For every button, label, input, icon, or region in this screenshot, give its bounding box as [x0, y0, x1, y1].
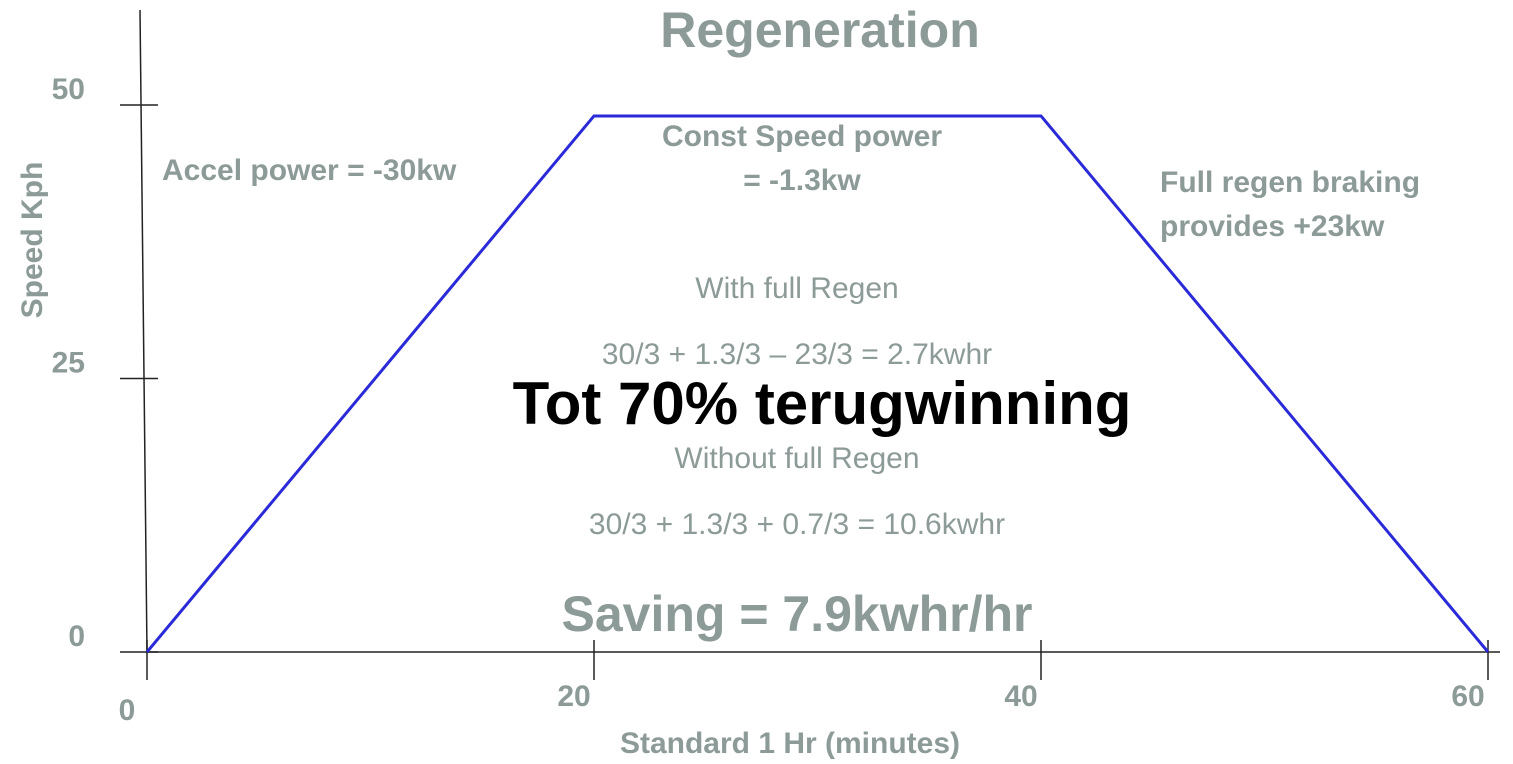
x-tick-label: 20 — [557, 680, 590, 713]
annotation: Saving = 7.9kwhr/hr — [561, 586, 1032, 642]
y-tick-label: 0 — [68, 620, 85, 653]
x-tick-label: 0 — [119, 694, 136, 727]
y-tick-label: 50 — [52, 73, 85, 106]
annotation: 30/3 + 1.3/3 – 23/3 = 2.7kwhr — [602, 338, 992, 371]
annotation: Full regen braking — [1160, 166, 1420, 199]
x-tick-label: 40 — [1004, 680, 1037, 713]
annotation: = -1.3kw — [743, 164, 861, 197]
annotation: provides +23kw — [1160, 210, 1385, 243]
annotation: 30/3 + 1.3/3 + 0.7/3 = 10.6kwhr — [589, 508, 1005, 541]
y-tick-label: 25 — [52, 346, 85, 379]
annotation: With full Regen — [695, 272, 898, 305]
line — [145, 114, 1490, 653]
x-tick-label: 60 — [1451, 680, 1484, 713]
annotation: Const Speed power — [662, 120, 942, 153]
chart-title: Regeneration — [660, 2, 980, 58]
y-axis-label: Speed Kph — [16, 162, 49, 319]
annotation: Tot 70% terugwinning — [513, 370, 1132, 437]
annotation: Accel power = -30kw — [162, 154, 457, 187]
annotation: Without full Regen — [674, 442, 919, 475]
x-axis-label: Standard 1 Hr (minutes) — [620, 727, 960, 760]
y-axis — [139, 9, 148, 653]
